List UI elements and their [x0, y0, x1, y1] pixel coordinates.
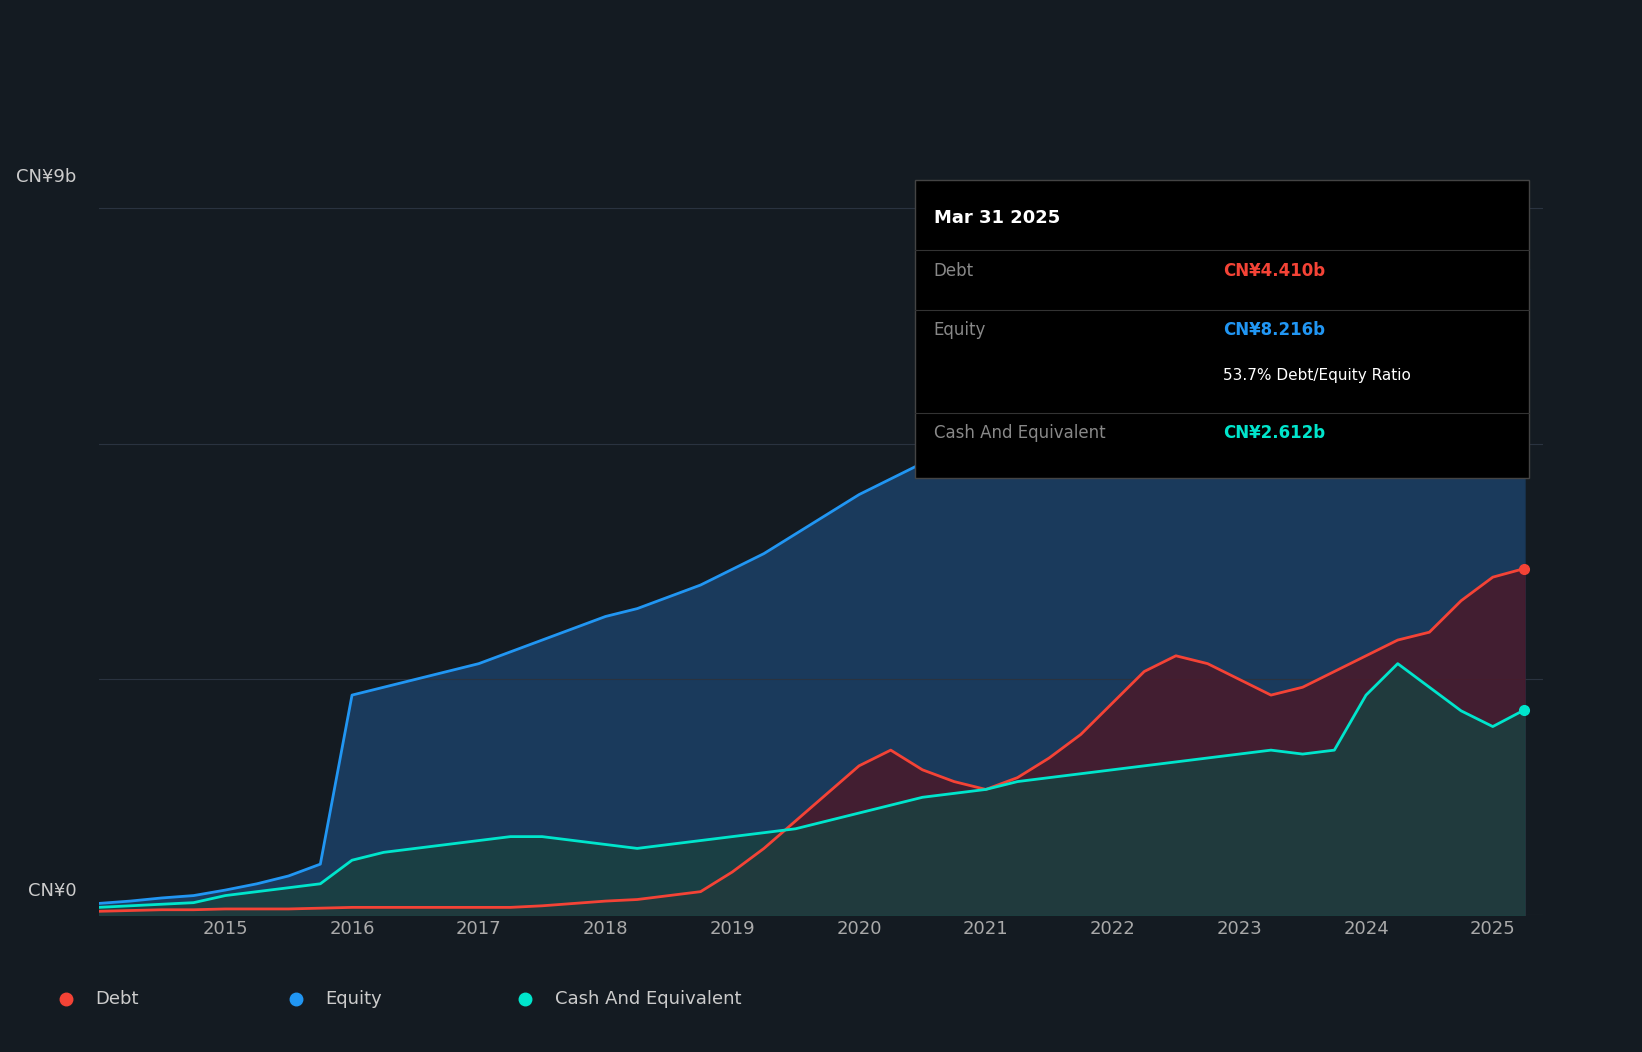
FancyBboxPatch shape [915, 180, 1529, 479]
Text: CN¥8.216b: CN¥8.216b [1223, 322, 1325, 340]
Text: Equity: Equity [325, 990, 383, 1009]
Text: 53.7% Debt/Equity Ratio: 53.7% Debt/Equity Ratio [1223, 368, 1410, 383]
Text: CN¥4.410b: CN¥4.410b [1223, 262, 1325, 280]
Text: Equity: Equity [934, 322, 987, 340]
Text: CN¥9b: CN¥9b [16, 168, 77, 186]
Text: Cash And Equivalent: Cash And Equivalent [934, 424, 1105, 442]
Text: Cash And Equivalent: Cash And Equivalent [555, 990, 742, 1009]
Text: Debt: Debt [934, 262, 974, 280]
Text: Debt: Debt [95, 990, 138, 1009]
Text: Mar 31 2025: Mar 31 2025 [934, 209, 1061, 227]
Text: CN¥0: CN¥0 [28, 883, 77, 901]
Text: CN¥2.612b: CN¥2.612b [1223, 424, 1325, 442]
